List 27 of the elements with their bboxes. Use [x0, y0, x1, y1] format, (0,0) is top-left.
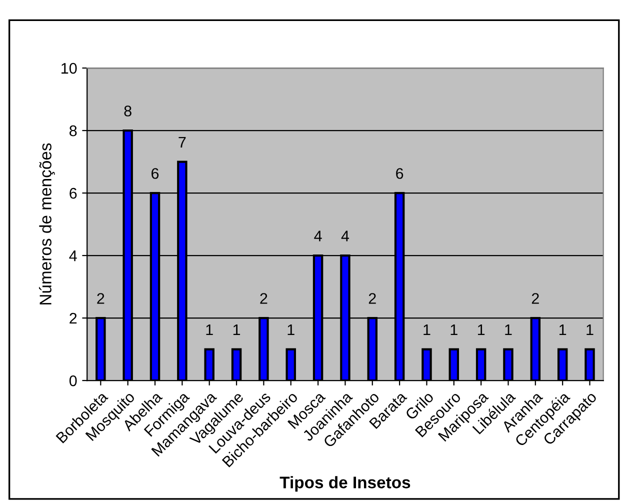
data-label: 1 — [586, 324, 594, 335]
y-tick-label: 6 — [70, 188, 77, 199]
data-label: 1 — [505, 324, 512, 335]
data-label: 1 — [288, 324, 294, 335]
data-label: 2 — [368, 293, 376, 304]
data-label: 4 — [341, 230, 350, 242]
x-axis-title: Tipos de Insetos — [280, 476, 410, 492]
data-label: 2 — [260, 293, 268, 304]
data-label: 6 — [396, 168, 404, 179]
data-label: 2 — [97, 293, 104, 304]
data-label: 1 — [206, 324, 213, 335]
data-label: 4 — [314, 230, 322, 242]
data-label: 6 — [152, 168, 159, 179]
data-label: 7 — [178, 136, 186, 148]
data-label: 2 — [532, 293, 539, 304]
data-label: 1 — [233, 324, 240, 335]
y-tick-label: 4 — [69, 250, 77, 262]
y-tick-label: 8 — [70, 125, 77, 136]
data-label: 1 — [560, 324, 566, 335]
y-axis-title: Números de menções — [39, 143, 55, 304]
y-tick-label: 10 — [62, 62, 77, 74]
y-tick-label: 2 — [70, 312, 77, 324]
data-label: 1 — [424, 324, 430, 335]
data-label: 1 — [450, 324, 458, 335]
y-tick-label: 0 — [69, 375, 77, 386]
data-label: 1 — [478, 324, 485, 335]
data-label: 8 — [124, 106, 132, 116]
